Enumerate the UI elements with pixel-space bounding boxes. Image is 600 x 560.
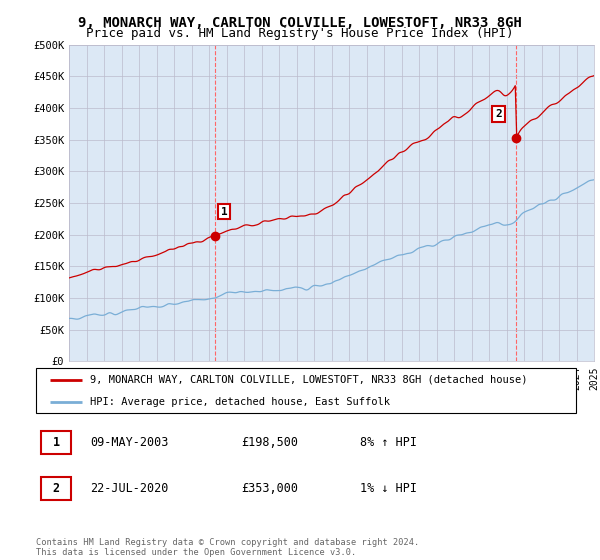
Bar	[41, 478, 71, 500]
Text: 1% ↓ HPI: 1% ↓ HPI	[360, 482, 417, 495]
Text: £198,500: £198,500	[241, 436, 298, 449]
Text: 9, MONARCH WAY, CARLTON COLVILLE, LOWESTOFT, NR33 8GH (detached house): 9, MONARCH WAY, CARLTON COLVILLE, LOWEST…	[90, 375, 527, 385]
Text: 9, MONARCH WAY, CARLTON COLVILLE, LOWESTOFT, NR33 8GH: 9, MONARCH WAY, CARLTON COLVILLE, LOWEST…	[78, 16, 522, 30]
Text: Price paid vs. HM Land Registry's House Price Index (HPI): Price paid vs. HM Land Registry's House …	[86, 27, 514, 40]
Text: 1: 1	[221, 207, 227, 217]
Text: Contains HM Land Registry data © Crown copyright and database right 2024.
This d: Contains HM Land Registry data © Crown c…	[36, 538, 419, 557]
Text: HPI: Average price, detached house, East Suffolk: HPI: Average price, detached house, East…	[90, 397, 390, 407]
Text: £353,000: £353,000	[241, 482, 298, 495]
Text: 1: 1	[53, 436, 60, 449]
Text: 09-MAY-2003: 09-MAY-2003	[90, 436, 169, 449]
Text: 22-JUL-2020: 22-JUL-2020	[90, 482, 169, 495]
Text: 2: 2	[53, 482, 60, 495]
Text: 2: 2	[495, 109, 502, 119]
Bar	[41, 431, 71, 454]
Text: 8% ↑ HPI: 8% ↑ HPI	[360, 436, 417, 449]
